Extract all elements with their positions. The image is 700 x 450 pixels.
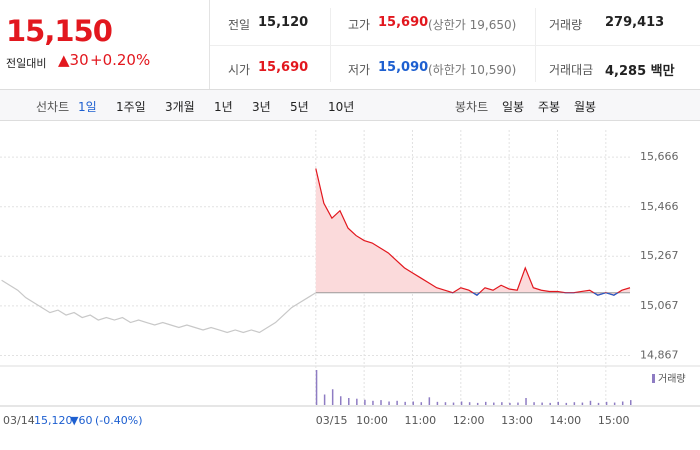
stat-label: 전일 bbox=[228, 18, 251, 32]
stats-col-divider bbox=[330, 8, 331, 82]
x-tick-label: 12:00 bbox=[453, 414, 485, 427]
volume-bar bbox=[444, 402, 447, 405]
stat-value: 15,120 bbox=[258, 15, 309, 30]
stat-label: 고가 bbox=[348, 18, 371, 32]
volume-bar bbox=[509, 402, 511, 405]
period-tab[interactable]: 5년 bbox=[290, 100, 309, 114]
volume-bar bbox=[517, 402, 519, 405]
hover-date: 03/14 bbox=[3, 414, 35, 427]
x-tick-label: 11:00 bbox=[404, 414, 436, 427]
volume-bar bbox=[597, 402, 600, 405]
change-pct: +0.20% bbox=[90, 51, 151, 69]
hover-price: 15,120 bbox=[34, 414, 73, 427]
volume-bar bbox=[630, 400, 632, 405]
stat-label: 거래량 bbox=[549, 18, 583, 32]
stat-value: 15,690 bbox=[378, 15, 429, 30]
volume-bar bbox=[476, 402, 479, 405]
volume-bar bbox=[468, 402, 471, 405]
volume-bar bbox=[315, 370, 318, 405]
volume-bar bbox=[493, 402, 495, 405]
stat-note: (하한가 10,590) bbox=[428, 63, 517, 77]
volume-bar bbox=[621, 401, 624, 405]
stat-label: 시가 bbox=[228, 63, 251, 77]
volume-legend: 거래량 bbox=[658, 373, 686, 385]
period-tab[interactable]: 3년 bbox=[252, 100, 271, 114]
volume-bar bbox=[581, 402, 584, 405]
candle-tab[interactable]: 월봉 bbox=[574, 100, 597, 114]
current-price: 15,150 bbox=[6, 14, 113, 48]
volume-bar bbox=[364, 399, 366, 405]
volume-bar bbox=[412, 401, 414, 405]
candle-chart-label: 봉차트 bbox=[455, 100, 489, 114]
y-tick-label: 15,067 bbox=[640, 299, 679, 312]
volume-bar bbox=[484, 401, 487, 405]
x-tick-label: 03/15 bbox=[316, 414, 348, 427]
volume-bar bbox=[323, 394, 326, 405]
x-tick-label: 10:00 bbox=[356, 414, 388, 427]
change: ▲30 bbox=[58, 51, 89, 69]
volume-bar bbox=[565, 402, 568, 405]
volume-bar bbox=[348, 398, 350, 405]
stat-value: 4,285 백만 bbox=[605, 64, 675, 79]
stats-col-divider bbox=[535, 8, 536, 82]
period-tab[interactable]: 1년 bbox=[214, 100, 233, 114]
volume-bar bbox=[356, 398, 358, 405]
price-line-below bbox=[450, 292, 620, 296]
stats-divider bbox=[210, 45, 700, 46]
volume-bar bbox=[436, 401, 439, 405]
volume-bar bbox=[372, 400, 374, 405]
stat-note: (상한가 19,650) bbox=[428, 18, 517, 32]
x-tick-label: 13:00 bbox=[501, 414, 533, 427]
volume-bar bbox=[388, 401, 390, 405]
hover-pct: (-0.40%) bbox=[95, 414, 143, 427]
stat-label: 저가 bbox=[348, 63, 371, 77]
volume-bar bbox=[589, 400, 592, 405]
x-tick-label: 14:00 bbox=[549, 414, 581, 427]
volume-bar bbox=[501, 402, 503, 405]
volume-bar bbox=[549, 402, 551, 405]
period-tab[interactable]: 1주일 bbox=[116, 100, 146, 114]
volume-bar bbox=[331, 389, 334, 405]
candle-tab[interactable]: 주봉 bbox=[538, 100, 561, 114]
stat-value: 15,090 bbox=[378, 60, 429, 75]
volume-bar bbox=[404, 401, 406, 405]
volume-bar bbox=[380, 400, 382, 405]
volume-bar bbox=[525, 398, 527, 405]
volume-bar bbox=[396, 400, 398, 405]
volume-bar bbox=[613, 402, 616, 405]
price-panel: 15,150 전일대비 ▲30 +0.20% bbox=[0, 0, 210, 89]
price-line bbox=[1, 279, 317, 334]
y-tick-label: 14,867 bbox=[640, 349, 679, 362]
volume-legend-swatch bbox=[652, 374, 655, 383]
candle-tab[interactable]: 일봉 bbox=[502, 100, 525, 114]
hover-change: ▼60 bbox=[70, 414, 92, 427]
volume-bar bbox=[573, 402, 576, 405]
volume-bar bbox=[339, 396, 342, 405]
y-tick-label: 15,267 bbox=[640, 249, 679, 262]
area-fill bbox=[315, 168, 630, 296]
stat-value: 15,690 bbox=[258, 60, 309, 75]
period-tab[interactable]: 3개월 bbox=[165, 100, 195, 114]
period-tab[interactable]: 1일 bbox=[78, 100, 97, 114]
line-chart-label: 선차트 bbox=[36, 100, 70, 114]
volume-bar bbox=[541, 402, 543, 405]
volume-bar bbox=[557, 401, 559, 405]
period-tab[interactable]: 10년 bbox=[328, 100, 355, 114]
y-tick-label: 15,666 bbox=[640, 150, 679, 163]
volume-bar bbox=[428, 397, 431, 405]
volume-bar bbox=[533, 402, 535, 405]
volume-bar bbox=[452, 402, 455, 405]
y-tick-label: 15,466 bbox=[640, 200, 679, 213]
stat-value: 279,413 bbox=[605, 15, 665, 30]
change-label: 전일대비 bbox=[6, 57, 47, 70]
volume-bar bbox=[605, 401, 608, 405]
toolbar: 선차트 1일 1주일 3개월 1년 3년 5년 10년 봉차트 일봉 주봉 월봉 bbox=[0, 89, 700, 121]
stat-label: 거래대금 bbox=[549, 63, 594, 77]
volume-bar bbox=[420, 402, 423, 405]
volume-bar bbox=[460, 401, 463, 405]
x-tick-label: 15:00 bbox=[598, 414, 630, 427]
